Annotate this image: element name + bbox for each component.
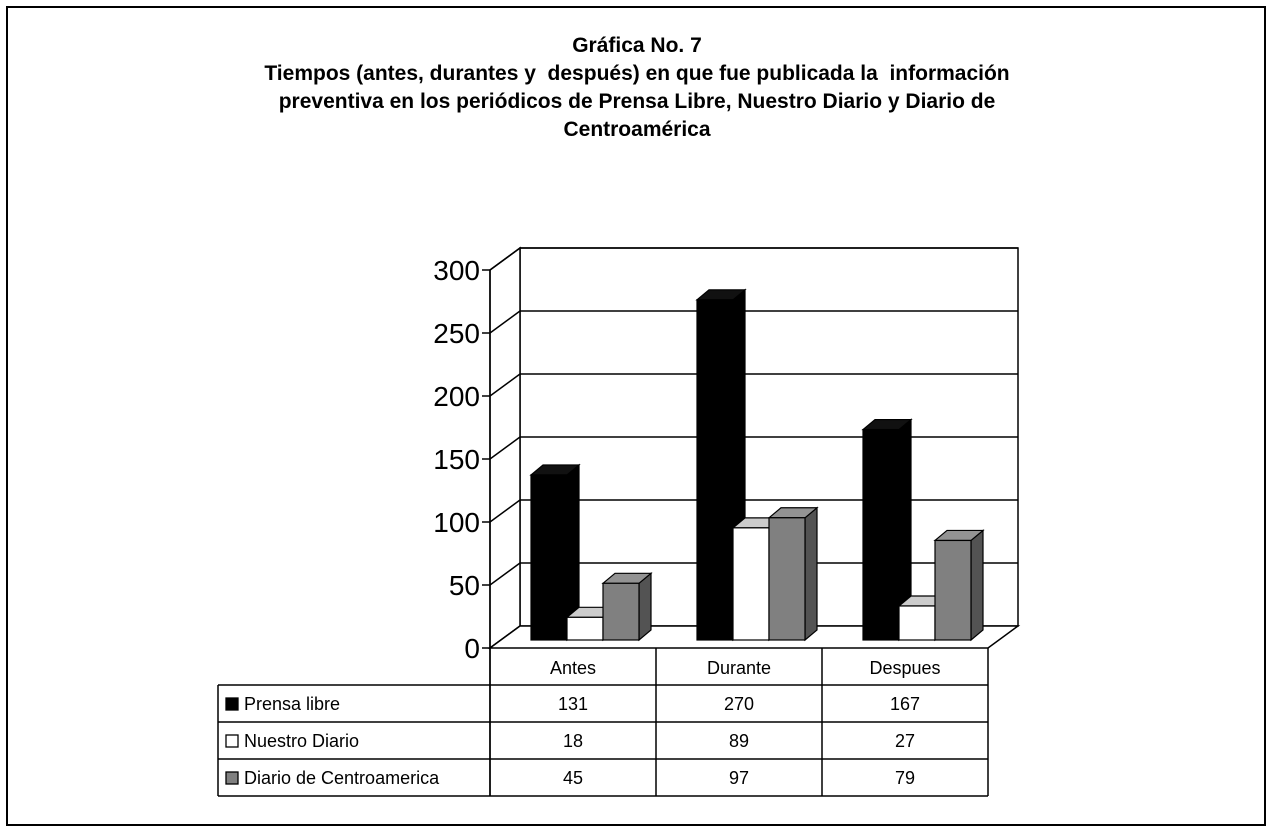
bar-diario-de-centroamerica-despues [934,539,972,641]
data-table-value: 270 [724,694,754,714]
legend-swatch [225,771,239,785]
data-table-value: 131 [558,694,588,714]
x-category-label: Despues [869,658,940,678]
data-table-value: 167 [890,694,920,714]
y-tick-label: 0 [464,633,480,664]
gridline-side [489,499,521,523]
legend-label: Prensa libre [244,694,340,714]
bar-nuestro-diario-durante [732,527,770,641]
legend-swatch [225,697,239,711]
y-tick-label: 50 [449,570,480,601]
y-tick-label: 250 [433,318,480,349]
bar-nuestro-diario-antes [566,616,604,641]
bar-diario-de-centroamerica-antes [602,582,640,641]
bar-diario-de-centroamerica-durante [768,517,806,641]
chart-title-line-4: Centroamérica [563,118,711,141]
data-table-value: 89 [729,731,749,751]
legend-swatch [225,734,239,748]
y-tick-label: 300 [433,255,480,286]
y-tick-label: 200 [433,381,480,412]
chart-title: Gráfica No. 7 Tiempos (antes, durantes y… [0,32,1274,144]
data-table-value: 79 [895,768,915,788]
data-table-value: 18 [563,731,583,751]
data-table-value: 97 [729,768,749,788]
bar-side [804,506,818,642]
chart-title-line-2: Tiempos (antes, durantes y después) en q… [264,62,1010,85]
gridline-side [489,373,521,397]
bar-prensa-libre-durante [696,299,734,641]
gridline-side [489,247,521,271]
chart-title-line-1: Gráfica No. 7 [572,34,702,57]
data-table-value: 45 [563,768,583,788]
bar-side [970,529,984,642]
bar-prensa-libre-antes [530,474,568,641]
legend-label: Nuestro Diario [244,731,359,751]
bar-prensa-libre-despues [862,428,900,641]
bar-nuestro-diario-despues [898,605,936,641]
x-category-label: Antes [550,658,596,678]
data-table-value: 27 [895,731,915,751]
y-tick-label: 100 [433,507,480,538]
bar-side [638,572,652,642]
y-tick-label: 150 [433,444,480,475]
gridline-side [489,436,521,460]
bar-chart-3d: 0 50 100 150 200 250 300 Antes Durante Despues Pre… [217,246,1021,797]
chart-title-line-3: preventiva en los periódicos de Prensa L… [278,90,996,113]
gridline-side [489,310,521,334]
legend-label: Diario de Centroamerica [244,768,440,788]
gridline-side [489,562,521,586]
x-category-label: Durante [707,658,771,678]
